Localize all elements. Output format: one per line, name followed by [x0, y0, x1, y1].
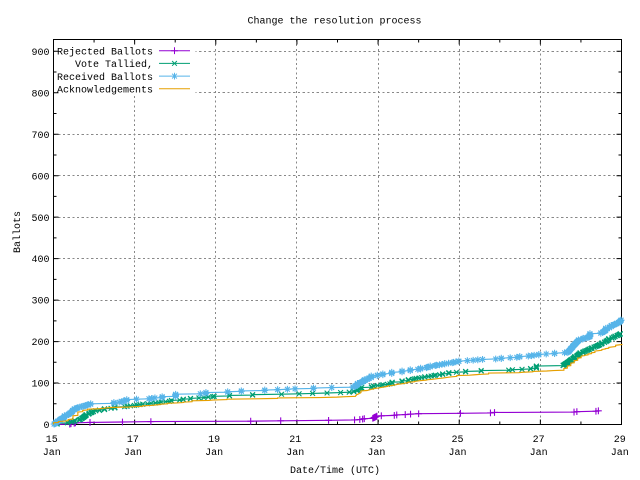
- svg-text:0: 0: [43, 421, 49, 432]
- svg-text:Received Ballots: Received Ballots: [57, 72, 153, 84]
- svg-text:Jan: Jan: [611, 448, 629, 459]
- svg-text:500: 500: [31, 214, 49, 225]
- svg-text:800: 800: [31, 89, 49, 100]
- svg-text:Rejected Ballots: Rejected Ballots: [57, 47, 153, 59]
- svg-text:Jan: Jan: [286, 448, 304, 459]
- svg-text:200: 200: [31, 338, 49, 349]
- svg-text:27: 27: [533, 435, 545, 446]
- svg-text:29: 29: [614, 435, 626, 446]
- svg-text:17: 17: [127, 435, 139, 446]
- svg-text:25: 25: [452, 435, 464, 446]
- svg-text:Vote Tallied,: Vote Tallied,: [75, 59, 153, 71]
- svg-text:23: 23: [370, 435, 382, 446]
- svg-text:Jan: Jan: [530, 448, 548, 459]
- svg-text:Date/Time (UTC): Date/Time (UTC): [290, 465, 380, 477]
- svg-text:19: 19: [208, 435, 220, 446]
- svg-text:700: 700: [31, 131, 49, 142]
- svg-text:400: 400: [31, 255, 49, 266]
- svg-text:Jan: Jan: [449, 448, 467, 459]
- svg-text:900: 900: [31, 48, 49, 59]
- svg-text:Change the resolution process: Change the resolution process: [247, 15, 421, 27]
- svg-text:100: 100: [31, 380, 49, 391]
- svg-text:600: 600: [31, 172, 49, 183]
- svg-text:300: 300: [31, 297, 49, 308]
- svg-text:Jan: Jan: [205, 448, 223, 459]
- svg-text:15: 15: [46, 435, 58, 446]
- svg-text:Jan: Jan: [43, 448, 61, 459]
- svg-text:Jan: Jan: [124, 448, 142, 459]
- svg-text:Acknowledgements: Acknowledgements: [57, 85, 153, 97]
- svg-text:Ballots: Ballots: [12, 211, 24, 253]
- svg-text:Jan: Jan: [367, 448, 385, 459]
- svg-text:21: 21: [289, 435, 301, 446]
